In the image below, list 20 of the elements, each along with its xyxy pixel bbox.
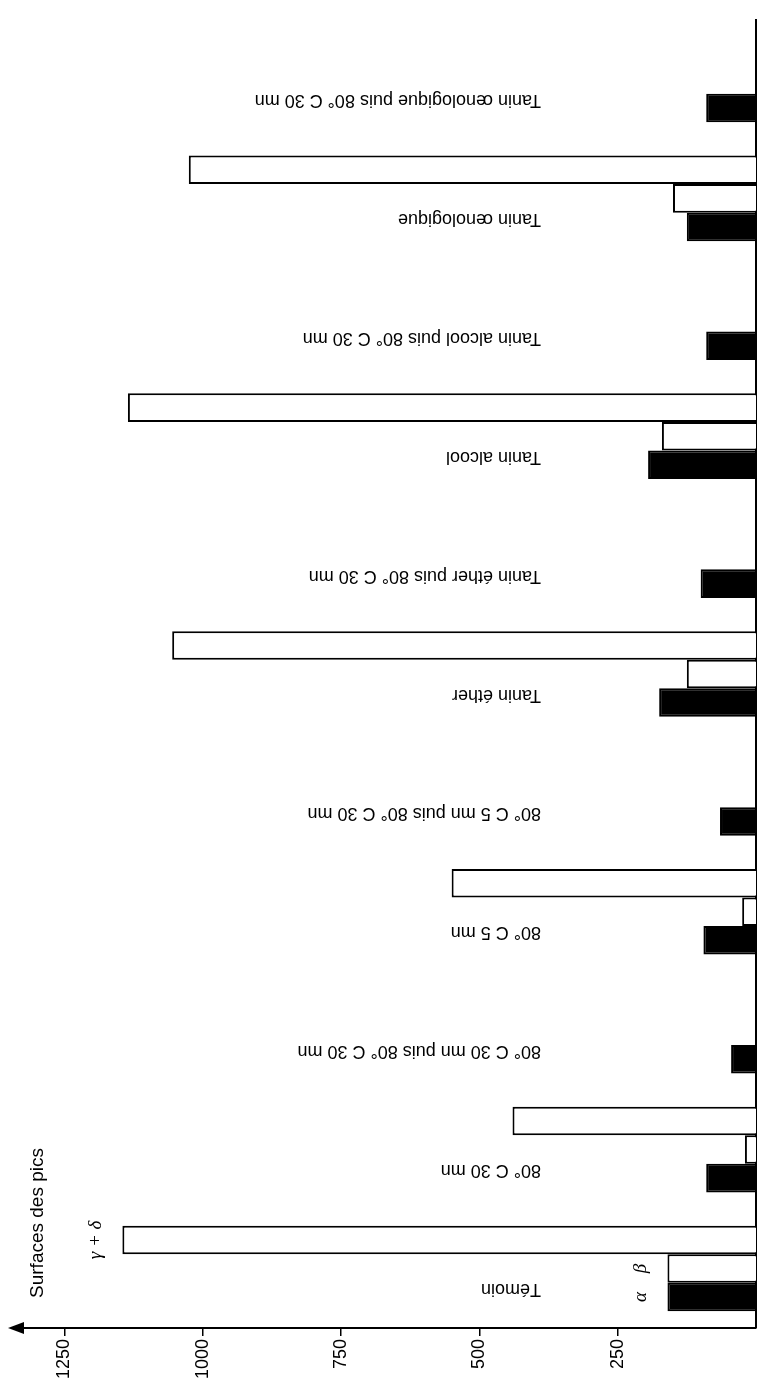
- text: γ + δ: [84, 1219, 106, 1260]
- y-tick-label: Témoin: [480, 1280, 541, 1301]
- y-tick-label: Tanin éther puis 80° C 30 mn: [308, 566, 541, 587]
- x-tick-label: 250: [606, 1338, 627, 1369]
- x-tick-label: 500: [468, 1338, 489, 1369]
- y-axis-title: Surfaces des pics: [26, 1147, 48, 1298]
- y-tick-label: Tanin alcool: [445, 447, 541, 468]
- y-tick-label: Tanin œnologique puis 80° C 30 mn: [254, 91, 541, 112]
- x-tick-label: 1000: [191, 1338, 212, 1379]
- y-tick-label: 80° C 5 mn: [450, 923, 541, 944]
- y-tick-label: 80° C 30 mn puis 80° C 30 mn: [297, 1042, 541, 1063]
- x-tick-label: 750: [329, 1338, 350, 1369]
- legend-label: α: [629, 1291, 651, 1303]
- text: β: [629, 1263, 651, 1275]
- y-tick-label: Tanin alcool puis 80° C 30 mn: [302, 328, 541, 349]
- x-tick-label: 1250: [53, 1338, 74, 1379]
- y-tick-label: Tanin éther: [451, 685, 541, 706]
- y-tick-label: 80° C 5 mn puis 80° C 30 mn: [307, 804, 541, 825]
- y-tick-label: 80° C 30 mn: [440, 1161, 541, 1182]
- y-tick-label: Tanin œnologique: [397, 209, 541, 230]
